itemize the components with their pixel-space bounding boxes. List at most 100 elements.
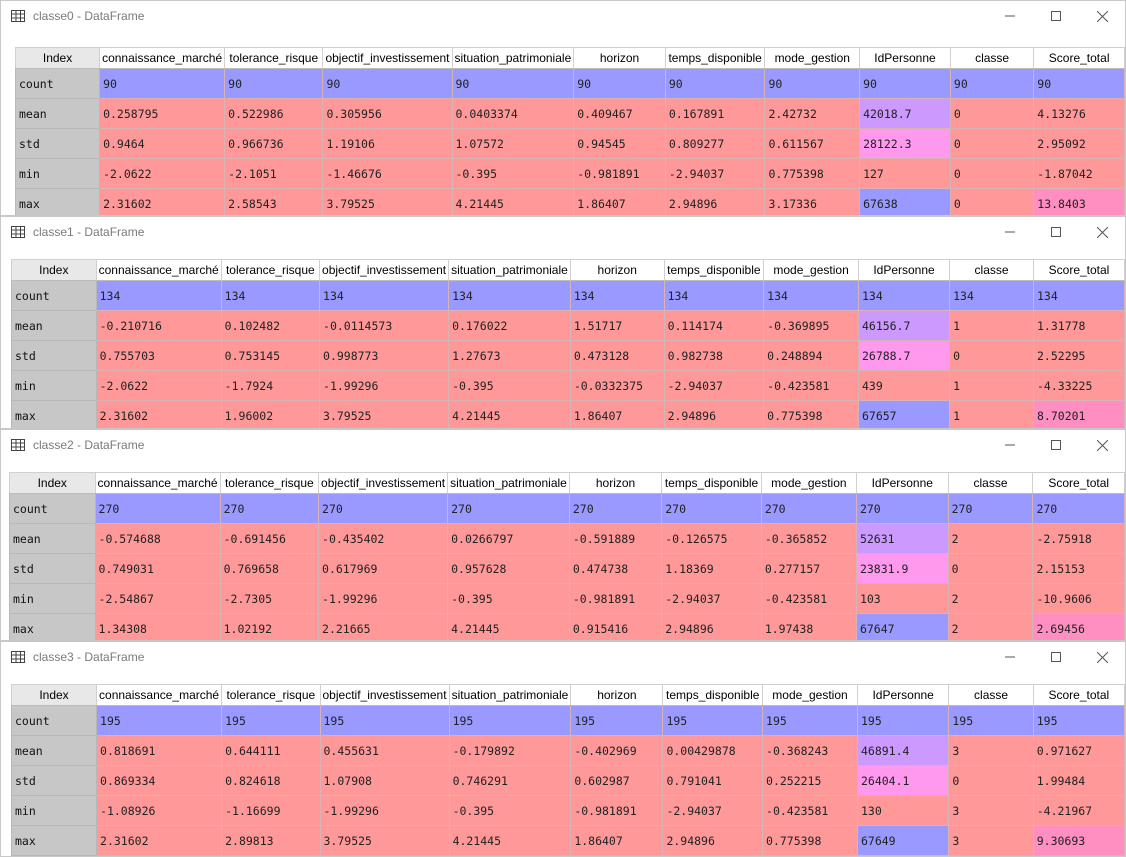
- table-cell[interactable]: 0: [949, 98, 1035, 129]
- table-cell[interactable]: 1.18369: [661, 553, 762, 584]
- title-bar[interactable]: classe1 - DataFrame: [1, 217, 1125, 247]
- column-header[interactable]: situation_patrimoniale: [447, 472, 570, 494]
- table-cell[interactable]: 2.31602: [96, 825, 223, 856]
- column-header[interactable]: tolerance_risque: [219, 472, 320, 494]
- maximize-icon[interactable]: [1033, 1, 1079, 31]
- table-cell[interactable]: -1.99296: [319, 370, 450, 401]
- column-header[interactable]: Index: [11, 259, 97, 281]
- table-cell[interactable]: 134: [1033, 280, 1125, 311]
- table-cell[interactable]: 4.21445: [451, 188, 575, 215]
- row-label[interactable]: min: [11, 370, 97, 401]
- column-header[interactable]: horizon: [573, 47, 666, 69]
- table-cell[interactable]: 3.79525: [319, 400, 450, 428]
- table-cell[interactable]: 2.69456: [1032, 613, 1125, 640]
- row-label[interactable]: mean: [14, 98, 101, 129]
- table-cell[interactable]: 23831.9: [855, 553, 949, 584]
- table-cell[interactable]: -0.423581: [763, 370, 859, 401]
- table-cell[interactable]: -2.1051: [224, 158, 324, 189]
- table-cell[interactable]: 1.07572: [451, 128, 575, 159]
- table-cell[interactable]: 134: [949, 280, 1034, 311]
- column-header[interactable]: Index: [14, 47, 101, 69]
- table-cell[interactable]: -1.7924: [220, 370, 321, 401]
- table-cell[interactable]: 0.0266797: [447, 523, 570, 554]
- table-cell[interactable]: 0.755703: [95, 340, 222, 371]
- column-header[interactable]: classe: [949, 47, 1035, 69]
- table-cell[interactable]: 0: [948, 765, 1034, 796]
- table-cell[interactable]: 90: [1033, 68, 1125, 99]
- column-header[interactable]: situation_patrimoniale: [448, 684, 572, 706]
- table-cell[interactable]: -4.21967: [1032, 795, 1125, 826]
- table-cell[interactable]: 1.27673: [448, 340, 571, 371]
- column-header[interactable]: IdPersonne: [857, 259, 951, 281]
- table-cell[interactable]: 0.644111: [221, 735, 321, 766]
- column-header[interactable]: situation_patrimoniale: [451, 47, 575, 69]
- table-cell[interactable]: -0.691456: [219, 523, 320, 554]
- table-cell[interactable]: 28122.3: [859, 128, 951, 159]
- table-cell[interactable]: -2.75918: [1032, 523, 1125, 554]
- table-cell[interactable]: 2.31602: [99, 188, 226, 215]
- table-cell[interactable]: 3.79525: [319, 825, 450, 856]
- table-cell[interactable]: 3.17336: [764, 188, 861, 215]
- row-label[interactable]: std: [9, 553, 96, 584]
- table-cell[interactable]: 1: [949, 400, 1034, 428]
- table-cell[interactable]: -2.54867: [94, 583, 221, 614]
- table-cell[interactable]: -0.395: [448, 795, 572, 826]
- table-cell[interactable]: 0.167891: [664, 98, 766, 129]
- table-cell[interactable]: -0.981891: [570, 795, 664, 826]
- table-cell[interactable]: 195: [1032, 705, 1125, 736]
- table-cell[interactable]: -0.574688: [94, 523, 221, 554]
- table-cell[interactable]: 0.94545: [573, 128, 666, 159]
- table-cell[interactable]: 26788.7: [857, 340, 951, 371]
- table-cell[interactable]: 0.455631: [319, 735, 450, 766]
- table-cell[interactable]: 0.966736: [224, 128, 324, 159]
- table-cell[interactable]: -0.395: [451, 158, 575, 189]
- table-cell[interactable]: 8.70201: [1033, 400, 1125, 428]
- table-cell[interactable]: 270: [1032, 493, 1125, 524]
- table-cell[interactable]: 67657: [857, 400, 951, 428]
- table-cell[interactable]: 134: [857, 280, 951, 311]
- row-label[interactable]: std: [14, 128, 101, 159]
- column-header[interactable]: Index: [9, 472, 96, 494]
- table-cell[interactable]: 0.769658: [219, 553, 320, 584]
- table-cell[interactable]: 1.19106: [322, 128, 453, 159]
- table-cell[interactable]: -1.99296: [319, 795, 450, 826]
- column-header[interactable]: IdPersonne: [856, 684, 950, 706]
- table-cell[interactable]: 0.746291: [448, 765, 572, 796]
- table-cell[interactable]: 2.89813: [221, 825, 321, 856]
- column-header[interactable]: IdPersonne: [855, 472, 949, 494]
- table-cell[interactable]: 1.86407: [573, 188, 666, 215]
- table-cell[interactable]: 0.982738: [663, 340, 765, 371]
- table-cell[interactable]: 3: [948, 795, 1034, 826]
- title-bar[interactable]: classe0 - DataFrame: [1, 1, 1125, 31]
- table-cell[interactable]: 195: [762, 705, 858, 736]
- table-cell[interactable]: -0.395: [447, 583, 570, 614]
- table-cell[interactable]: -0.179892: [448, 735, 572, 766]
- table-cell[interactable]: 2: [947, 523, 1034, 554]
- table-cell[interactable]: 4.21445: [447, 613, 570, 640]
- table-cell[interactable]: 0.809277: [664, 128, 766, 159]
- dataframe-grid[interactable]: Index connaissance_marché tolerance_risque…: [10, 684, 1125, 856]
- table-cell[interactable]: -0.591889: [568, 523, 663, 554]
- close-icon[interactable]: [1079, 217, 1125, 247]
- table-cell[interactable]: -0.402969: [570, 735, 664, 766]
- table-cell[interactable]: 195: [319, 705, 450, 736]
- table-cell[interactable]: 0.824618: [221, 765, 321, 796]
- table-cell[interactable]: 2.31602: [95, 400, 222, 428]
- table-cell[interactable]: 195: [662, 705, 764, 736]
- row-label[interactable]: std: [10, 765, 98, 796]
- table-cell[interactable]: 0.971627: [1032, 735, 1125, 766]
- column-header[interactable]: classe: [947, 472, 1034, 494]
- table-cell[interactable]: 0.409467: [573, 98, 666, 129]
- column-header[interactable]: Score_total: [1033, 259, 1125, 281]
- table-cell[interactable]: 46891.4: [856, 735, 950, 766]
- table-cell[interactable]: 2.15153: [1032, 553, 1125, 584]
- column-header[interactable]: mode_gestion: [764, 47, 861, 69]
- column-header[interactable]: temps_disponible: [662, 684, 764, 706]
- row-label[interactable]: max: [14, 188, 101, 215]
- maximize-icon[interactable]: [1033, 642, 1079, 672]
- table-cell[interactable]: 2.94896: [664, 188, 766, 215]
- column-header[interactable]: mode_gestion: [763, 259, 859, 281]
- table-cell[interactable]: 90: [573, 68, 666, 99]
- table-cell[interactable]: 2.94896: [662, 825, 764, 856]
- table-cell[interactable]: 1.07908: [319, 765, 450, 796]
